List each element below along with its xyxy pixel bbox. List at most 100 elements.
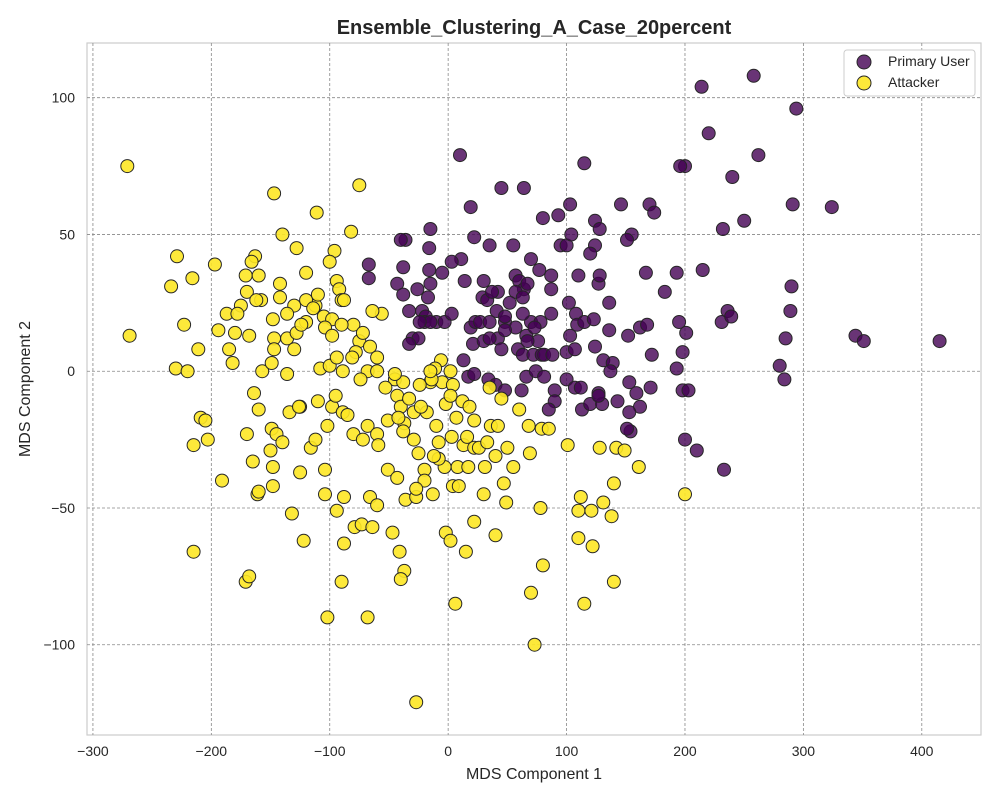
primary-user-point — [535, 211, 550, 226]
attacker-point — [329, 350, 344, 365]
attacker-point — [344, 224, 359, 239]
attacker-point — [265, 460, 280, 474]
attacker-point — [425, 487, 440, 502]
primary-user-point — [778, 331, 793, 346]
attacker-point — [573, 490, 588, 504]
attacker-point — [385, 525, 400, 540]
attacker-point — [275, 435, 290, 450]
attacker-point — [251, 484, 266, 499]
attacker-point — [360, 418, 375, 433]
primary-user-point — [657, 284, 672, 299]
attacker-point — [370, 350, 385, 365]
primary-user-point — [498, 309, 512, 324]
y-tick-label: −100 — [43, 637, 75, 653]
primary-user-point — [629, 386, 644, 401]
attacker-point — [604, 509, 619, 524]
attacker-point — [592, 440, 607, 455]
attacker-point — [541, 421, 556, 436]
primary-user-point — [644, 347, 659, 362]
attacker-point — [289, 241, 304, 256]
primary-user-point — [725, 170, 740, 184]
attacker-point — [222, 342, 237, 357]
attacker-point — [584, 503, 599, 518]
attacker-point — [306, 301, 321, 316]
plot-area — [86, 42, 982, 736]
attacker-point — [239, 427, 254, 442]
attacker-point — [325, 328, 340, 343]
primary-user-point — [638, 265, 653, 280]
primary-user-point — [482, 331, 497, 346]
attacker-point — [340, 408, 355, 422]
primary-user-point — [515, 290, 530, 305]
attacker-point — [365, 304, 380, 318]
primary-user-point — [643, 380, 658, 395]
attacker-point — [265, 312, 280, 327]
attacker-point — [320, 610, 335, 625]
primary-user-point — [410, 282, 425, 297]
primary-user-point — [564, 227, 579, 242]
primary-user-point — [502, 295, 517, 310]
attacker-point — [185, 271, 200, 286]
primary-user-point — [527, 320, 542, 335]
attacker-point — [521, 418, 536, 433]
attacker-point — [355, 325, 370, 340]
primary-user-point — [701, 126, 716, 141]
primary-user-point — [724, 309, 739, 324]
primary-user-point — [583, 246, 598, 261]
primary-user-point — [390, 276, 405, 291]
primary-user-point — [544, 306, 559, 321]
attacker-point — [296, 533, 311, 548]
x-tick-label: −200 — [196, 743, 228, 759]
attacker-point — [443, 364, 458, 379]
attacker-point — [318, 462, 332, 477]
primary-user-point — [610, 394, 625, 409]
primary-user-point — [622, 405, 637, 420]
attacker-point — [345, 350, 360, 365]
primary-user-point — [393, 232, 408, 247]
attacker-point — [177, 317, 192, 332]
attacker-point — [337, 536, 351, 551]
legend-label-attacker: Attacker — [888, 74, 940, 90]
attacker-point — [577, 596, 592, 611]
attacker-point — [275, 227, 290, 242]
attacker-point — [571, 531, 586, 546]
attacker-point — [186, 544, 201, 559]
attacker-point — [245, 454, 260, 469]
primary-user-point — [494, 181, 509, 195]
attacker-point — [490, 418, 505, 433]
primary-user-point — [932, 334, 947, 349]
primary-user-point — [678, 432, 692, 447]
primary-user-point — [396, 287, 411, 302]
primary-user-point — [444, 306, 459, 321]
primary-user-point — [620, 421, 634, 436]
primary-user-point — [402, 304, 417, 318]
primary-user-point — [482, 315, 497, 329]
attacker-point — [409, 695, 424, 710]
attacker-point — [606, 574, 621, 589]
attacker-point — [571, 503, 586, 518]
attacker-point — [170, 249, 184, 264]
primary-user-point — [586, 312, 601, 327]
primary-user-point — [622, 375, 637, 390]
attacker-point — [329, 503, 344, 518]
attacker-point — [337, 490, 351, 504]
x-tick-label: 0 — [444, 743, 452, 759]
primary-user-point — [669, 265, 684, 280]
primary-user-point — [412, 315, 427, 329]
attacker-point — [284, 506, 299, 521]
attacker-point — [409, 481, 424, 496]
primary-user-point — [602, 295, 617, 310]
y-tick-label: 100 — [52, 90, 76, 106]
primary-user-point — [541, 402, 556, 417]
attacker-point — [443, 533, 458, 548]
attacker-point — [370, 364, 385, 379]
attacker-point — [191, 342, 206, 357]
attacker-point — [207, 257, 222, 272]
attacker-point — [500, 440, 515, 455]
attacker-point — [247, 386, 261, 401]
primary-user-point — [614, 197, 628, 212]
legend-label-primary-user: Primary User — [888, 53, 970, 69]
attacker-point — [225, 356, 240, 370]
x-tick-label: 200 — [673, 743, 697, 759]
attacker-point — [215, 473, 229, 488]
